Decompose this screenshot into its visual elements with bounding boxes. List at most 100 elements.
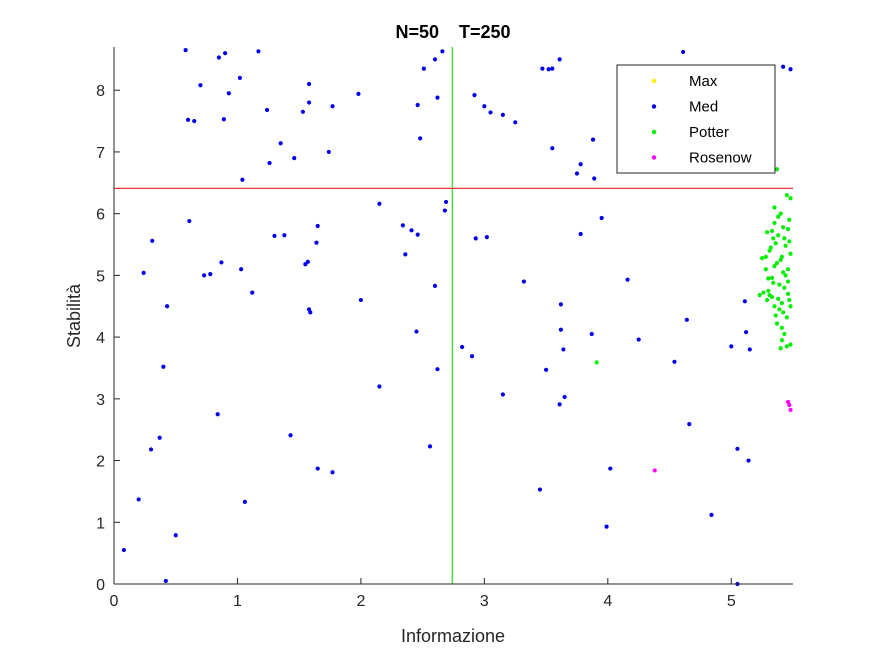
data-point-med — [187, 218, 192, 224]
data-point-med — [242, 499, 247, 505]
legend-marker-potter — [651, 129, 657, 135]
data-point-med — [315, 466, 320, 471]
x-tick-label: 2 — [356, 593, 365, 610]
data-point-med — [240, 177, 245, 182]
data-point-med — [540, 66, 545, 71]
data-point-med — [735, 446, 740, 451]
data-point-potter — [774, 167, 780, 172]
legend: Max Med Potter Rosenow — [616, 64, 776, 174]
data-point-med — [409, 228, 414, 233]
data-point-med — [239, 267, 244, 272]
data-point-med — [500, 112, 505, 117]
data-point-potter — [774, 321, 780, 326]
data-point-med — [746, 458, 751, 463]
data-point-potter — [594, 360, 599, 365]
data-point-med — [163, 578, 168, 584]
data-point-potter — [776, 233, 781, 238]
data-point-med — [473, 236, 478, 241]
legend-marker-med — [651, 104, 657, 109]
data-point-med — [157, 435, 162, 440]
data-point-med — [488, 110, 493, 115]
data-point-med — [377, 384, 382, 389]
legend-box — [616, 64, 776, 174]
data-point-potter — [761, 290, 766, 295]
legend-marker-max — [651, 78, 657, 84]
data-point-med — [460, 344, 465, 350]
reference-lines — [114, 47, 793, 584]
data-point-potter — [773, 241, 778, 246]
x-tick-label: 1 — [233, 593, 242, 610]
data-point-med — [278, 141, 283, 146]
data-point-med — [215, 412, 220, 417]
data-point-med — [469, 354, 475, 359]
data-point-med — [219, 260, 224, 265]
data-point-potter — [778, 346, 783, 351]
data-point-med — [578, 231, 583, 237]
data-point-potter — [781, 225, 786, 230]
data-point-med — [482, 104, 487, 109]
x-tick-label: 4 — [603, 593, 612, 610]
data-point-med — [513, 120, 518, 125]
data-point-potter — [784, 344, 789, 349]
data-point-med — [198, 83, 203, 88]
data-point-med — [592, 176, 597, 181]
data-point-med — [521, 279, 526, 284]
data-point-potter — [781, 270, 786, 275]
y-tick-label: 1 — [96, 515, 105, 532]
data-point-med — [729, 344, 734, 349]
legend-label-med: Med — [689, 99, 718, 116]
data-point-potter — [788, 196, 793, 201]
data-point-med — [435, 95, 440, 100]
data-point-med — [435, 367, 440, 372]
data-point-potter — [783, 273, 788, 278]
data-point-med — [546, 67, 551, 72]
data-point-med — [440, 49, 445, 54]
data-point-med — [330, 470, 335, 475]
data-point-med — [282, 233, 287, 238]
data-point-potter — [782, 236, 787, 241]
data-point-potter — [783, 243, 788, 248]
data-point-med — [604, 524, 609, 529]
legend-label-max: Max — [689, 73, 718, 90]
data-point-potter — [788, 342, 793, 347]
y-tick-label: 7 — [96, 145, 105, 162]
data-point-med — [173, 533, 178, 538]
x-axis-label: Informazione — [401, 626, 505, 646]
data-point-med — [543, 367, 549, 372]
y-axis-label: Stabilità — [64, 283, 84, 348]
data-point-potter — [788, 251, 793, 256]
data-point-potter — [785, 279, 791, 284]
data-point-potter — [785, 291, 791, 296]
data-point-med — [256, 49, 261, 54]
data-point-potter — [772, 205, 777, 210]
data-point-potter — [777, 307, 782, 312]
data-point-med — [141, 270, 146, 276]
data-point-med — [314, 240, 319, 245]
data-point-potter — [757, 293, 762, 298]
data-point-potter — [779, 338, 784, 343]
data-point-med — [418, 136, 423, 141]
data-point-med — [599, 215, 604, 221]
data-point-med — [681, 49, 686, 55]
data-point-potter — [764, 297, 770, 303]
data-point-potter — [767, 293, 772, 298]
data-point-med — [192, 118, 197, 124]
data-point-med — [315, 223, 320, 229]
data-point-potter — [785, 267, 791, 272]
data-point-potter — [768, 245, 773, 250]
data-point-potter — [772, 220, 777, 226]
data-point-med — [216, 55, 222, 60]
y-tick-label: 0 — [96, 577, 105, 594]
data-point-med — [183, 47, 188, 53]
data-point-med — [687, 422, 692, 427]
data-point-med — [237, 75, 243, 80]
data-point-med — [305, 259, 310, 264]
data-point-potter — [776, 214, 781, 219]
data-point-med — [306, 81, 312, 87]
data-point-med — [264, 107, 270, 113]
data-point-med — [590, 137, 596, 142]
data-point-med — [608, 466, 613, 471]
data-point-med — [472, 93, 477, 98]
data-point-med — [589, 331, 594, 337]
